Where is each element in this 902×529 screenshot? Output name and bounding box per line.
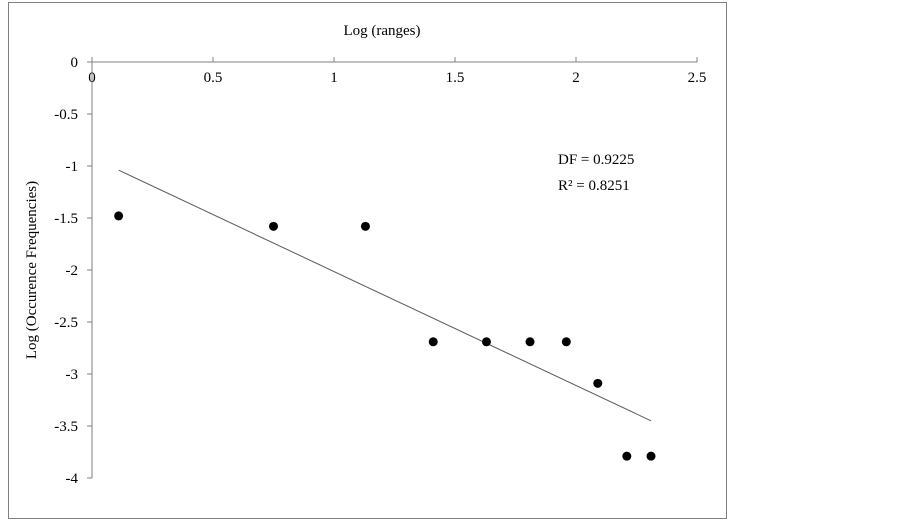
data-point (269, 221, 278, 231)
x-axis-title: Log (ranges) (343, 23, 420, 39)
x-tick-label: 1 (330, 70, 338, 86)
data-point (561, 337, 571, 347)
data-point (646, 451, 656, 461)
trendline-group (118, 169, 652, 422)
data-point (428, 337, 438, 347)
x-axis: 0 0.5 1 1.5 2 2.5 (88, 57, 706, 86)
y-tick-label: -3 (66, 367, 79, 383)
data-point (114, 211, 124, 221)
data-points (114, 211, 656, 461)
y-tick-label: -3.5 (54, 419, 78, 435)
y-axis: 0 -0.5 -1 -1.5 -2 -2.5 -3 -3.5 -4 (54, 55, 93, 487)
y-tick-label: -4 (66, 471, 79, 487)
x-tick-label: 2.5 (688, 70, 707, 86)
trendline (118, 169, 652, 422)
y-tick-label: -2.5 (54, 315, 78, 331)
y-tick-label: -1 (66, 159, 79, 175)
y-axis-title: Log (Occurence Frequencies) (24, 181, 40, 359)
data-point (360, 221, 370, 231)
data-point (593, 378, 603, 388)
annotation-df: DF = 0.9225 (558, 152, 634, 168)
data-point (481, 337, 491, 347)
data-point (622, 451, 632, 461)
x-tick-label: 0 (88, 70, 96, 86)
chart-border (8, 2, 727, 519)
annotation-r2: R² = 0.8251 (558, 178, 630, 194)
y-tick-label: -0.5 (54, 107, 78, 123)
y-tick-label: -2 (66, 263, 79, 279)
x-tick-label: 1.5 (446, 70, 465, 86)
x-tick-label: 2 (572, 70, 580, 86)
y-tick-label: -1.5 (54, 211, 78, 227)
y-tick-label: 0 (71, 55, 79, 71)
data-point (525, 337, 535, 347)
x-tick-label: 0.5 (204, 70, 223, 86)
